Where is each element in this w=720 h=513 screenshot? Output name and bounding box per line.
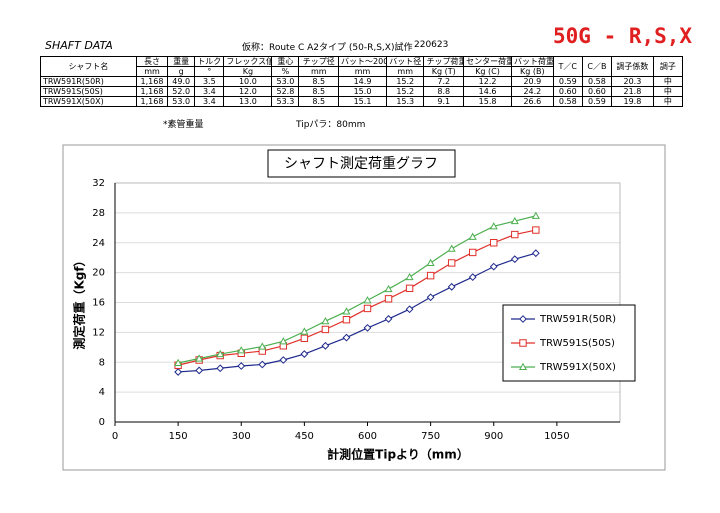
marker [426, 293, 435, 302]
marker [489, 262, 498, 271]
y-tick-label: 16 [92, 298, 105, 309]
marker [510, 216, 519, 225]
marker [384, 295, 393, 303]
doc-title: SHAFT DATA [45, 39, 113, 52]
marker [468, 232, 477, 240]
marker [174, 368, 183, 376]
marker [237, 346, 246, 354]
marker [447, 282, 456, 291]
cell: 3.4 [194, 96, 225, 107]
marker [195, 366, 204, 375]
series-line [178, 215, 536, 364]
legend-label: TRW591R(50R) [539, 314, 616, 325]
marker [300, 327, 309, 335]
marker [489, 222, 498, 230]
y-tick-label: 32 [92, 178, 105, 189]
marker [321, 341, 330, 350]
x-tick-label: 300 [232, 431, 251, 442]
note: *素管重量 [163, 120, 204, 130]
marker [342, 307, 351, 315]
marker [279, 356, 288, 364]
marker [174, 358, 183, 367]
cell: 中 [652, 96, 684, 107]
shaft-table: シャフト名 長さ 重量 トルク フレックス値 重心 チップ径 バット～200 バット径 チップ荷重… [40, 56, 684, 107]
marker [279, 337, 288, 345]
doc-date: 220623 [414, 40, 449, 50]
x-tick-label: 900 [484, 431, 503, 442]
marker [237, 362, 246, 370]
marker [447, 244, 456, 252]
x-tick-label: 0 [112, 431, 118, 442]
marker [468, 273, 477, 282]
marker [469, 248, 477, 257]
data-row: TRW591S(50S) 1,168 52.0 3.4 12.0 52.8 8.5 15.0 1… [40, 86, 684, 97]
x-tick-label: 450 [295, 431, 314, 442]
legend-marker [519, 339, 527, 347]
marker [258, 342, 267, 350]
legend-marker [518, 362, 528, 371]
legend-marker [519, 315, 527, 323]
cell: 1,168 [135, 96, 169, 107]
y-tick-label: 0 [99, 417, 105, 428]
marker [405, 272, 414, 281]
cell: 53.3 [271, 96, 300, 107]
x-tick-label: 1050 [544, 431, 569, 442]
doc-subtitle: 仮称：Route C A2タイプ (50-R,S,X)試作 [242, 43, 413, 53]
legend-label: TRW591X(50X) [539, 362, 616, 373]
x-tick-label: 600 [358, 431, 377, 442]
y-tick-label: 28 [92, 208, 105, 219]
y-tick-label: 24 [92, 238, 105, 249]
y-tick-label: 4 [99, 387, 105, 398]
marker [342, 333, 351, 342]
data-row: TRW591X(50X) 1,168 53.0 3.4 13.0 53.3 8.5 15.1 1… [40, 96, 684, 107]
marker [426, 258, 435, 266]
marker [300, 350, 309, 358]
marker [532, 226, 540, 234]
marker [363, 304, 372, 313]
y-tick-label: 8 [99, 357, 105, 368]
marker [426, 271, 435, 280]
x-axis-label: 計測位置Tipより（mm） [327, 447, 469, 462]
marker [405, 305, 414, 314]
marker [490, 239, 498, 247]
x-tick-label: 150 [169, 431, 188, 442]
marker [363, 296, 372, 304]
y-tick-label: 12 [92, 327, 105, 338]
marker [195, 354, 204, 362]
x-tick-label: 750 [421, 431, 440, 442]
marker [531, 249, 540, 258]
marker [384, 315, 393, 323]
marker [300, 334, 309, 343]
cell: 15.8 [463, 96, 513, 107]
marker [447, 259, 456, 267]
marker [531, 211, 540, 219]
marker [511, 230, 519, 239]
marker [363, 323, 372, 332]
chart-title: シャフト測定荷重グラフ [284, 156, 438, 172]
header-row: シャフト名 長さ 重量 トルク フレックス値 重心 チップ径 バット～200 バット径 チップ荷重… [40, 56, 684, 77]
note: Tipパラ：80mm [296, 120, 366, 130]
marker [258, 360, 267, 369]
cell: 0.59 [581, 96, 613, 107]
y-tick-label: 20 [92, 268, 105, 279]
y-axis-label: 測定荷重（Kgf） [72, 254, 87, 349]
marker [216, 349, 225, 358]
title-box [267, 149, 456, 178]
marker [321, 325, 330, 334]
marker [384, 284, 393, 293]
marker [342, 315, 351, 324]
marker [510, 255, 519, 264]
column-header: 調子 [652, 56, 684, 77]
marker [405, 284, 414, 293]
legend-label: TRW591S(50S) [539, 338, 615, 349]
badge: 50G - R,S,X [553, 24, 693, 48]
marker [216, 364, 225, 373]
cell: 15.1 [338, 96, 387, 107]
marker [321, 316, 330, 325]
